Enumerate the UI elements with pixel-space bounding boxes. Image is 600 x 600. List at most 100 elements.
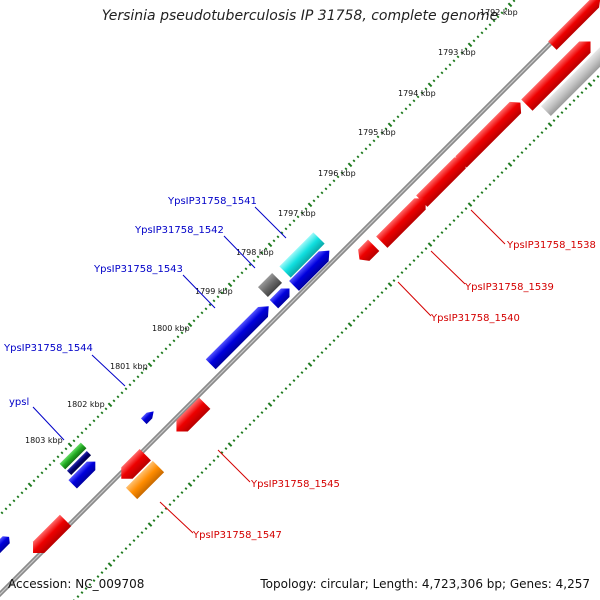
kbp-tick	[360, 311, 364, 315]
gene-red-bottom-left[interactable]	[27, 514, 72, 559]
kbp-tick	[156, 515, 160, 519]
kbp-tick	[224, 447, 228, 451]
kbp-tick	[320, 351, 324, 355]
kbp-tick	[400, 111, 404, 115]
kbp-tick	[32, 479, 36, 483]
kbp-tick	[440, 231, 444, 235]
kbp-tick	[540, 131, 544, 135]
leader-line-1540	[397, 281, 432, 317]
kbp-tick	[156, 355, 160, 359]
kbp-tick	[347, 162, 353, 168]
gene-blue-ypsl[interactable]	[68, 457, 99, 489]
gene-blue-left-edge[interactable]	[0, 533, 13, 554]
kbp-tick	[196, 315, 200, 319]
gene-red-1540[interactable]	[376, 193, 431, 248]
gene-red-1545[interactable]	[171, 397, 211, 438]
kbp-tick	[152, 359, 156, 363]
leader-line-1538	[470, 209, 506, 245]
gene-gray-1542[interactable]	[257, 272, 283, 298]
kbp-ticks-outer	[0, 0, 516, 515]
gene-blue-1543b[interactable]	[289, 246, 334, 291]
kbp-tick	[444, 67, 448, 71]
gene-label-1539[interactable]: YpsIP31758_1539	[464, 282, 554, 293]
leader-line-1545	[217, 449, 251, 483]
gene-blue-1543c[interactable]	[269, 284, 294, 309]
gene-label-ypsl[interactable]: ypsl	[9, 397, 29, 408]
gene-label-1542[interactable]: YpsIP31758_1542	[134, 225, 224, 236]
gene-label-1543[interactable]: YpsIP31758_1543	[93, 264, 183, 275]
kbp-tick	[544, 127, 548, 131]
gene-navy-ypsl[interactable]	[66, 450, 92, 476]
gene-red-1538b[interactable]	[455, 97, 526, 168]
kbp-tick	[84, 427, 88, 431]
kbp-tick	[252, 259, 256, 263]
kbp-tick	[356, 315, 360, 319]
gene-label-1547[interactable]: YpsIP31758_1547	[192, 530, 282, 541]
gene-red-1540b[interactable]	[354, 239, 380, 265]
kbp-tick	[496, 15, 500, 19]
kbp-tick	[396, 115, 400, 119]
gene-red-1538a[interactable]	[521, 36, 596, 111]
kbp-tick	[147, 362, 153, 368]
kbp-tick	[120, 551, 124, 555]
kbp-tick	[316, 355, 320, 359]
kbp-tick	[107, 562, 113, 567]
kbp-tick	[24, 487, 28, 491]
gene-label-1540[interactable]: YpsIP31758_1540	[430, 313, 520, 324]
kbp-tick	[392, 119, 396, 123]
gene-red-1545b[interactable]	[116, 449, 151, 484]
kbp-tick	[40, 471, 44, 475]
kbp-tick	[168, 503, 172, 507]
kbp-tick	[520, 151, 524, 155]
kbp-tick	[480, 191, 484, 195]
gene-green-ypsl[interactable]	[59, 442, 87, 470]
gene-blue-1543[interactable]	[205, 301, 274, 370]
accession-text: Accession: NC_009708	[8, 577, 145, 591]
kbp-tick	[380, 131, 384, 135]
kbp-tick	[312, 199, 316, 203]
kbp-tick	[276, 395, 280, 399]
gene-cyan-1541[interactable]	[279, 232, 325, 278]
kbp-tick	[580, 91, 584, 95]
kbp-tick	[504, 7, 508, 11]
gene-label-1538[interactable]: YpsIP31758_1538	[506, 240, 596, 251]
topology-summary: Topology: circular; Length: 4,723,306 bp…	[260, 577, 590, 591]
kbp-label: 1796 kbp	[318, 169, 356, 178]
kbp-tick	[372, 139, 376, 143]
gene-red-right-1[interactable]	[548, 0, 600, 50]
kbp-tick	[476, 195, 480, 199]
kbp-tick	[187, 482, 193, 487]
kbp-tick	[136, 535, 140, 539]
kbp-tick	[276, 235, 280, 239]
kbp-tick	[296, 375, 300, 379]
kbp-tick	[512, 159, 516, 163]
gene-label-1541[interactable]: YpsIP31758_1541	[167, 196, 257, 207]
kbp-tick	[96, 575, 100, 579]
kbp-tick	[436, 75, 440, 79]
kbp-tick	[220, 451, 224, 455]
kbp-tick	[304, 367, 308, 371]
kbp-tick	[420, 251, 424, 255]
kbp-tick	[107, 402, 113, 408]
gene-orange-1547[interactable]	[125, 460, 165, 500]
kbp-tick	[132, 539, 136, 543]
kbp-tick	[392, 279, 396, 283]
kbp-tick	[147, 522, 153, 527]
kbp-tick	[528, 143, 532, 147]
kbp-tick	[160, 351, 164, 355]
kbp-tick	[240, 271, 244, 275]
kbp-tick	[424, 247, 428, 251]
kbp-tick	[380, 291, 384, 295]
gene-red-1539[interactable]	[416, 152, 471, 207]
kbp-tick	[336, 175, 340, 179]
gene-lightgray[interactable]	[540, 43, 600, 117]
kbp-tick	[507, 162, 513, 167]
gene-label-1545[interactable]: YpsIP31758_1545	[250, 479, 340, 490]
kbp-tick	[176, 495, 180, 499]
kbp-tick	[420, 91, 424, 95]
gene-blue-small[interactable]	[140, 409, 157, 425]
gene-label-1544[interactable]: YpsIP31758_1544	[3, 343, 93, 354]
kbp-tick	[456, 55, 460, 59]
kbp-tick	[300, 211, 304, 215]
